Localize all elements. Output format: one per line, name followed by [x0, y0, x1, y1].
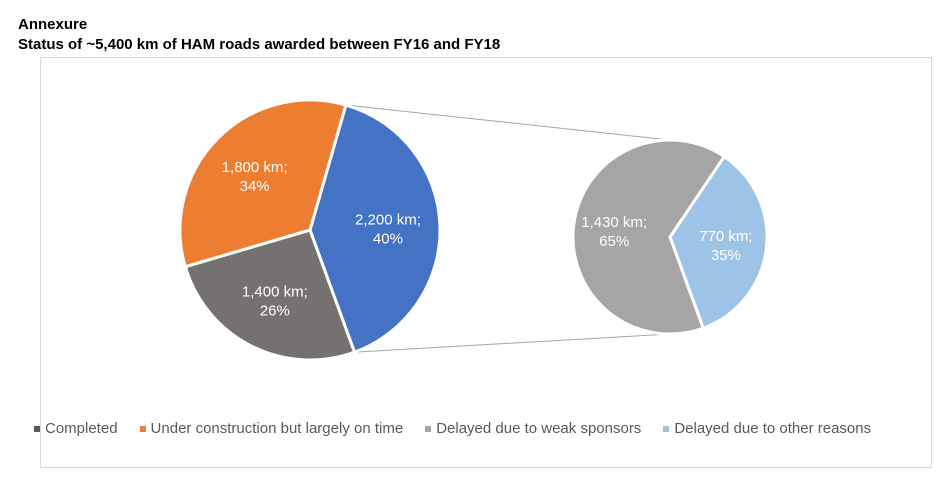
legend-label: Completed: [45, 420, 118, 437]
main-pie-data-label: 1,400 km;: [242, 284, 308, 301]
legend-swatch: [139, 425, 146, 432]
connector-line-top: [345, 104, 671, 141]
legend-swatch: [34, 425, 40, 432]
legend-label: Delayed due to other reasons: [674, 420, 872, 437]
main-pie-slice: [178, 98, 348, 269]
legend-swatch: [663, 425, 670, 432]
chart-frame: [40, 57, 932, 468]
legend-item: Delayed due to weak sponsors: [425, 420, 641, 437]
main-pie-data-label: 26%: [260, 303, 290, 320]
legend-label: Delayed due to weak sponsors: [436, 420, 642, 437]
secondary-pie-data-label: 65%: [599, 233, 629, 250]
secondary-pie-slice: [668, 154, 769, 331]
main-pie-data-label: 2,200 km;: [355, 211, 421, 228]
secondary-pie-data-label: 770 km;: [699, 228, 752, 245]
secondary-pie-data-label: 1,430 km;: [581, 214, 647, 231]
legend-item: Delayed due to other reasons: [663, 420, 871, 437]
legend-swatch: [425, 425, 432, 432]
legend-item: Completed: [34, 420, 118, 437]
main-pie-slice: [308, 103, 442, 355]
main-pie-data-label: 40%: [373, 230, 403, 247]
main-pie-data-label: 1,800 km;: [222, 159, 288, 176]
chart-subtitle: Status of ~5,400 km of HAM roads awarded…: [18, 36, 501, 53]
main-pie-slice: [183, 228, 357, 362]
legend-label: Under construction but largely on time: [150, 420, 404, 437]
legend: Completed Under construction but largely…: [34, 420, 871, 437]
connector-line-bottom: [354, 333, 671, 353]
secondary-pie-data-label: 35%: [711, 247, 741, 264]
secondary-pie-slice: [571, 138, 727, 336]
chart-title: Annexure: [18, 16, 88, 33]
legend-item: Under construction but largely on time: [139, 420, 404, 437]
main-pie-data-label: 34%: [240, 178, 270, 195]
